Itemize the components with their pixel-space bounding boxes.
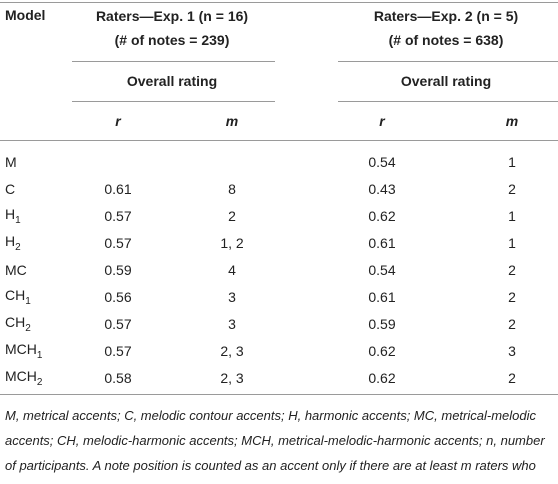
column-header: m: [225, 113, 239, 129]
cell: 3: [508, 343, 516, 359]
cell: 1: [508, 235, 516, 251]
rule: [72, 61, 275, 62]
model-name: MCH2: [5, 368, 42, 388]
model-name: M: [5, 154, 17, 170]
rule: [72, 101, 275, 102]
model-subscript: 1: [15, 214, 21, 226]
model-subscript: 2: [25, 322, 31, 334]
model-label: MCH: [5, 341, 37, 358]
cell: 3: [228, 289, 236, 305]
group-notes: (# of notes = 638): [388, 32, 504, 48]
cell: 0.57: [104, 235, 132, 251]
group-notes: (# of notes = 239): [114, 32, 230, 48]
cell: 0.43: [368, 181, 396, 197]
cell: 0.59: [368, 316, 396, 332]
cell: 0.61: [104, 181, 132, 197]
cell: 2: [508, 181, 516, 197]
cell: 0.62: [368, 343, 396, 359]
model-name: CH1: [5, 287, 31, 307]
column-header: r: [379, 113, 385, 129]
model-label: H: [5, 206, 16, 223]
cell: 0.57: [104, 316, 132, 332]
model-name: H2: [5, 233, 21, 253]
cell: 0.58: [104, 370, 132, 386]
model-name: MC: [5, 262, 27, 278]
model-label: C: [5, 181, 16, 197]
rule: [0, 140, 558, 141]
cell: 0.62: [368, 208, 396, 224]
model-label: H: [5, 233, 16, 250]
rule: [0, 394, 558, 395]
model-subscript: 1: [25, 295, 31, 307]
cell: 0.61: [368, 289, 396, 305]
cell: 0.56: [104, 289, 132, 305]
model-name: CH2: [5, 314, 31, 334]
cell: 4: [228, 262, 236, 278]
cell: 0.57: [104, 208, 132, 224]
model-name: H1: [5, 206, 21, 226]
cell: 2: [508, 262, 516, 278]
cell: 0.57: [104, 343, 132, 359]
model-name: C: [5, 181, 15, 197]
rule: [338, 61, 558, 62]
cell: 0.62: [368, 370, 396, 386]
cell: 2: [508, 370, 516, 386]
model-subscript: 2: [15, 241, 21, 253]
cell: 2: [508, 316, 516, 332]
cell: 0.54: [368, 154, 396, 170]
model-label: CH: [5, 314, 26, 331]
cell: 2: [508, 289, 516, 305]
model-label: M: [5, 154, 17, 170]
group-title: Raters—Exp. 1 (n = 16): [95, 8, 249, 24]
model-label: MCH: [5, 368, 37, 385]
group-subtitle: Overall rating: [126, 73, 218, 89]
header-model: Model: [5, 7, 46, 23]
cell: 2: [228, 208, 236, 224]
column-header: r: [115, 113, 121, 129]
rule: [0, 2, 558, 3]
model-label: CH: [5, 287, 26, 304]
footnote: M, metrical accents; C, melodic contour …: [5, 408, 545, 484]
cell: 2, 3: [220, 343, 244, 359]
cell: 0.59: [104, 262, 132, 278]
cell: 1: [508, 154, 516, 170]
group-title: Raters—Exp. 2 (n = 5): [373, 8, 519, 24]
model-subscript: 1: [36, 349, 43, 361]
cell: 3: [228, 316, 236, 332]
cell: 2, 3: [220, 370, 244, 386]
cell: 1, 2: [220, 235, 244, 251]
model-subscript: 2: [36, 376, 43, 388]
cell: 1: [508, 208, 516, 224]
column-header: m: [505, 113, 519, 129]
rule: [338, 101, 558, 102]
cell: 0.54: [368, 262, 396, 278]
cell: 0.61: [368, 235, 396, 251]
group-subtitle: Overall rating: [400, 73, 492, 89]
model-label: MC: [5, 262, 27, 278]
cell: 8: [228, 181, 236, 197]
model-name: MCH1: [5, 341, 42, 361]
